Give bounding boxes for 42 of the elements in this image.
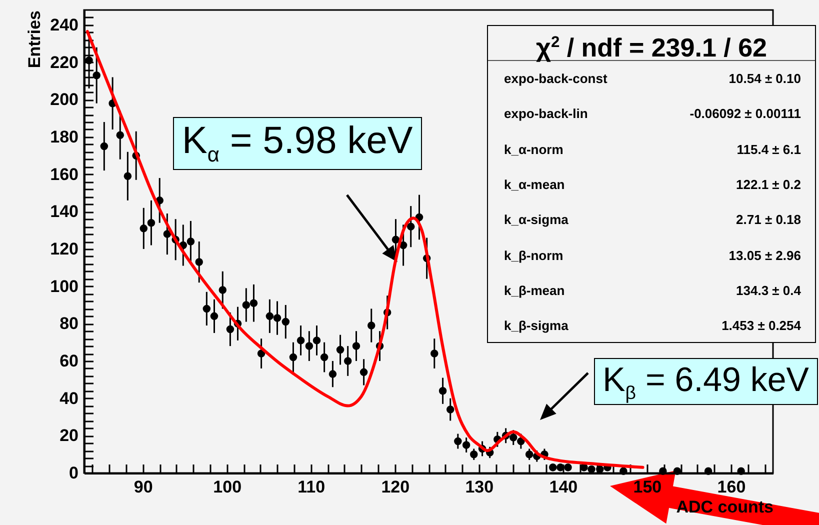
x-tick-label: 120 bbox=[381, 478, 410, 496]
x-tick-label: 140 bbox=[549, 478, 578, 496]
y-tick-label: 40 bbox=[60, 388, 78, 408]
x-tick-label: 160 bbox=[717, 478, 746, 496]
y-tick-label: 100 bbox=[50, 276, 78, 296]
y-tick-label: 220 bbox=[50, 52, 78, 72]
annotation: K$_{β}$ = 6.49 keV bbox=[594, 358, 818, 406]
x-tick-label: 90 bbox=[134, 478, 153, 496]
annotation: 13.05 ± 2.96 bbox=[728, 248, 801, 263]
x-tick-label: 150 bbox=[633, 478, 662, 496]
y-tick-label: 60 bbox=[60, 351, 78, 370]
annotation: 115.4 ± 6.1 bbox=[736, 142, 801, 157]
x-axis-title: ADC counts bbox=[676, 498, 774, 516]
annotation: 10.54 ± 0.10 bbox=[728, 71, 801, 86]
annotation: expo-back-lin bbox=[504, 106, 588, 122]
y-tick-label: 140 bbox=[50, 202, 78, 222]
y-tick-label: 160 bbox=[50, 164, 78, 184]
y-tick-label: 180 bbox=[50, 127, 78, 146]
annotation: K$_{α}$ = 5.98 keV bbox=[173, 117, 422, 170]
y-tick-label: 80 bbox=[60, 314, 78, 334]
y-tick-label: 20 bbox=[60, 426, 78, 446]
annotation: -0.06092 ± 0.00111 bbox=[690, 106, 801, 122]
annotation: χ$^{2}$ / ndf = 239.1 / 62 bbox=[534, 32, 768, 63]
annotation: k_β-sigma bbox=[504, 318, 568, 334]
annotation: 2.71 ± 0.18 bbox=[736, 212, 801, 228]
annotation: expo-back-const bbox=[504, 71, 608, 86]
y-tick-label: 240 bbox=[50, 15, 78, 34]
annotation: k_β-mean bbox=[504, 282, 565, 298]
annotation: k_α-mean bbox=[504, 177, 565, 192]
annotation: 134.3 ± 0.4 bbox=[736, 282, 801, 298]
annotation: k_α-sigma bbox=[504, 212, 568, 228]
annotation: k_β-norm bbox=[504, 248, 564, 263]
y-tick-label: 200 bbox=[50, 90, 78, 110]
annotation: 122.1 ± 0.2 bbox=[736, 177, 801, 192]
x-tick-label: 100 bbox=[213, 478, 242, 496]
y-tick-label: 0 bbox=[69, 464, 78, 482]
x-tick-label: 110 bbox=[298, 478, 326, 496]
annotation: k_α-norm bbox=[504, 142, 564, 157]
y-axis-title: Entries bbox=[25, 10, 44, 68]
y-tick-label: 120 bbox=[50, 239, 78, 258]
annotation: 1.453 ± 0.254 bbox=[722, 318, 801, 334]
x-tick-label: 130 bbox=[465, 478, 494, 496]
